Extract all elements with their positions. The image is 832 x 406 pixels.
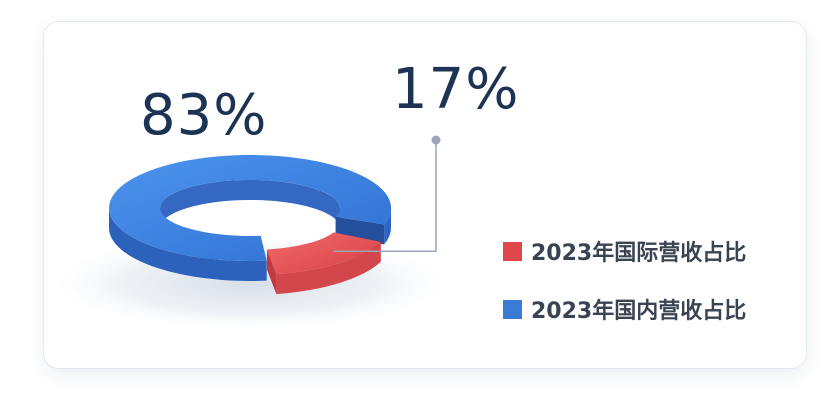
- international-percent-label: 17%: [392, 57, 520, 122]
- legend-item-domestic: 2023年国内营收占比: [503, 294, 746, 324]
- chart-legend: 2023年国际营收占比 2023年国内营收占比: [503, 236, 746, 352]
- legend-item-international: 2023年国际营收占比: [503, 236, 746, 266]
- legend-label-international: 2023年国际营收占比: [531, 241, 747, 266]
- legend-label-domestic: 2023年国内营收占比: [531, 299, 747, 324]
- legend-swatch-international: [503, 241, 522, 261]
- domestic-percent-label: 83%: [140, 83, 268, 148]
- legend-swatch-domestic: [503, 299, 522, 319]
- leader-dot-international: [431, 135, 441, 145]
- slice-international: [266, 232, 381, 295]
- leader-line-international: [333, 140, 437, 253]
